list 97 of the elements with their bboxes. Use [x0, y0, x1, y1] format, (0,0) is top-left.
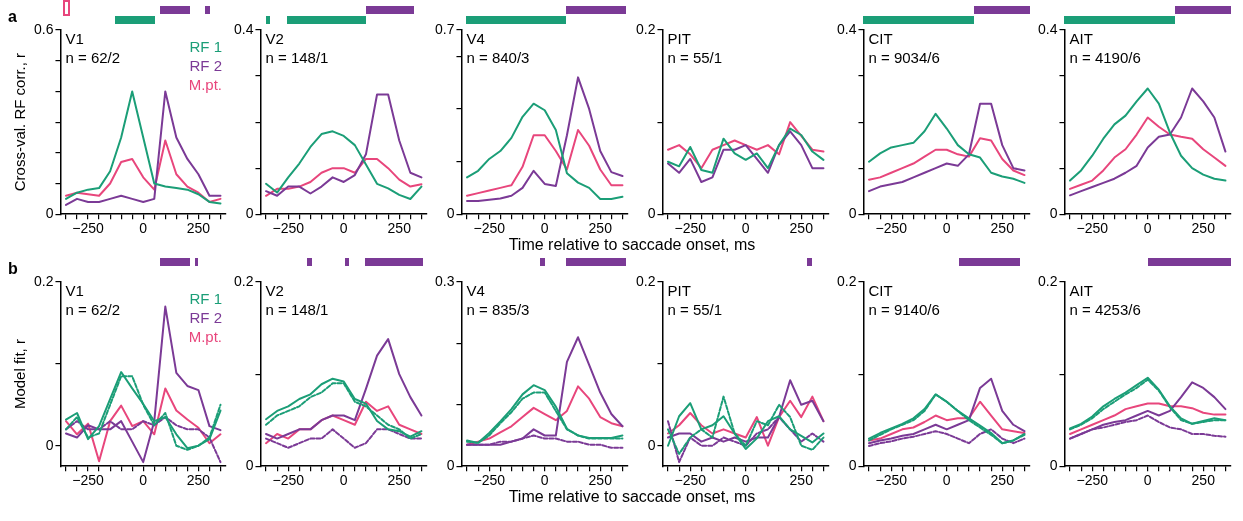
x-axis-title: Time relative to saccade onset, ms: [507, 488, 757, 506]
y-tick-label: 0: [45, 436, 54, 453]
y-tick-label: 0: [647, 205, 656, 222]
text: n = 9140/6: [868, 301, 940, 318]
x-tick-label: 250: [186, 220, 211, 237]
x-tick-label: −250: [473, 220, 506, 237]
chart-title: AIT: [1069, 30, 1093, 47]
chart-title: V2: [265, 282, 284, 299]
x-tick-label: 250: [1191, 472, 1216, 489]
x-tick-label: 0: [741, 472, 750, 489]
text: n = 62/2: [65, 49, 121, 66]
x-tick-label: 250: [789, 472, 814, 489]
x-tick-label: 0: [942, 220, 951, 237]
x-tick-label: −250: [72, 220, 105, 237]
text: n = 55/1: [667, 49, 723, 66]
y-tick-label: 0.4: [1037, 20, 1058, 37]
series-label: RF 2: [189, 57, 222, 74]
chart-title: PIT: [667, 30, 691, 47]
x-tick-label: −250: [1076, 220, 1109, 237]
chart-title: V2: [265, 30, 284, 47]
y-tick-label: 0: [446, 205, 455, 222]
chart-title: PIT: [667, 282, 691, 299]
x-tick-label: 0: [942, 472, 951, 489]
text: n = 4190/6: [1069, 49, 1141, 66]
x-tick-label: 250: [387, 220, 412, 237]
text: a: [8, 8, 17, 26]
text: RF 1: [189, 290, 222, 307]
y-tick-label: 0: [848, 457, 857, 474]
chart-title: CIT: [868, 282, 893, 299]
y-tick-label: 0: [647, 436, 656, 453]
x-tick-label: 0: [540, 220, 549, 237]
y-tick-label: 0.6: [33, 20, 54, 37]
x-tick-label: −250: [875, 220, 908, 237]
x-tick-label: −250: [1076, 472, 1109, 489]
y-tick-label: 0.2: [233, 272, 254, 289]
text: RF 1: [189, 38, 222, 55]
text: n = 9034/6: [868, 49, 940, 66]
y-tick-label: 0.2: [33, 272, 54, 289]
line-series: [265, 428, 423, 449]
x-tick-label: 0: [339, 220, 348, 237]
y-axis-title: Model fit, r: [11, 339, 29, 410]
y-tick-label: 0.4: [233, 20, 254, 37]
x-tick-label: 0: [139, 472, 148, 489]
series-label: RF 2: [189, 309, 222, 326]
y-tick-label: 0: [45, 205, 54, 222]
y-tick-label: 0: [245, 457, 254, 474]
x-tick-label: −250: [473, 472, 506, 489]
text: n = 148/1: [265, 49, 329, 66]
y-tick-label: 0: [245, 205, 254, 222]
chart-title: V4: [466, 30, 485, 47]
chart-title: V4: [466, 282, 485, 299]
x-tick-label: 0: [339, 472, 348, 489]
text: b: [8, 260, 18, 278]
text: n = 148/1: [265, 301, 329, 318]
chart-title: V1: [65, 282, 84, 299]
x-tick-label: 0: [139, 220, 148, 237]
y-tick-label: 0.3: [434, 272, 455, 289]
text: M.pt.: [188, 328, 222, 345]
x-tick-label: 0: [1143, 472, 1152, 489]
y-tick-label: 0.2: [1037, 272, 1058, 289]
y-tick-label: 0: [848, 205, 857, 222]
y-tick-label: 0.2: [635, 20, 656, 37]
x-tick-label: −250: [875, 472, 908, 489]
x-axis-title: Time relative to saccade onset, ms: [507, 236, 757, 254]
x-tick-label: 250: [186, 472, 211, 489]
x-tick-label: 250: [588, 472, 613, 489]
x-tick-label: 250: [387, 472, 412, 489]
x-tick-label: −250: [272, 220, 305, 237]
text: M.pt.: [188, 76, 222, 93]
y-tick-label: 0.4: [836, 20, 857, 37]
text: n = 62/2: [65, 301, 121, 318]
x-tick-label: 0: [540, 472, 549, 489]
y-axis-title: Cross-val. RF corr., r: [11, 52, 29, 192]
x-tick-label: −250: [272, 472, 305, 489]
text: n = 840/3: [466, 49, 530, 66]
x-tick-label: 250: [990, 220, 1015, 237]
y-tick-label: 0.2: [635, 272, 656, 289]
chart-title: CIT: [868, 30, 893, 47]
x-tick-label: 250: [789, 220, 814, 237]
y-tick-label: 0.7: [434, 20, 455, 37]
x-tick-label: 250: [990, 472, 1015, 489]
chart-title: AIT: [1069, 282, 1093, 299]
text: n = 55/1: [667, 301, 723, 318]
y-tick-label: 0: [446, 457, 455, 474]
x-tick-label: 250: [1191, 220, 1216, 237]
x-tick-label: −250: [674, 472, 707, 489]
x-tick-label: −250: [72, 472, 105, 489]
y-tick-label: 0: [1049, 205, 1058, 222]
text: n = 4253/6: [1069, 301, 1141, 318]
chart-title: V1: [65, 30, 84, 47]
x-tick-label: −250: [674, 220, 707, 237]
x-tick-label: 250: [588, 220, 613, 237]
text: n = 835/3: [466, 301, 530, 318]
y-tick-label: 0.2: [836, 272, 857, 289]
y-tick-label: 0: [1049, 457, 1058, 474]
x-tick-label: 0: [1143, 220, 1152, 237]
x-tick-label: 0: [741, 220, 750, 237]
